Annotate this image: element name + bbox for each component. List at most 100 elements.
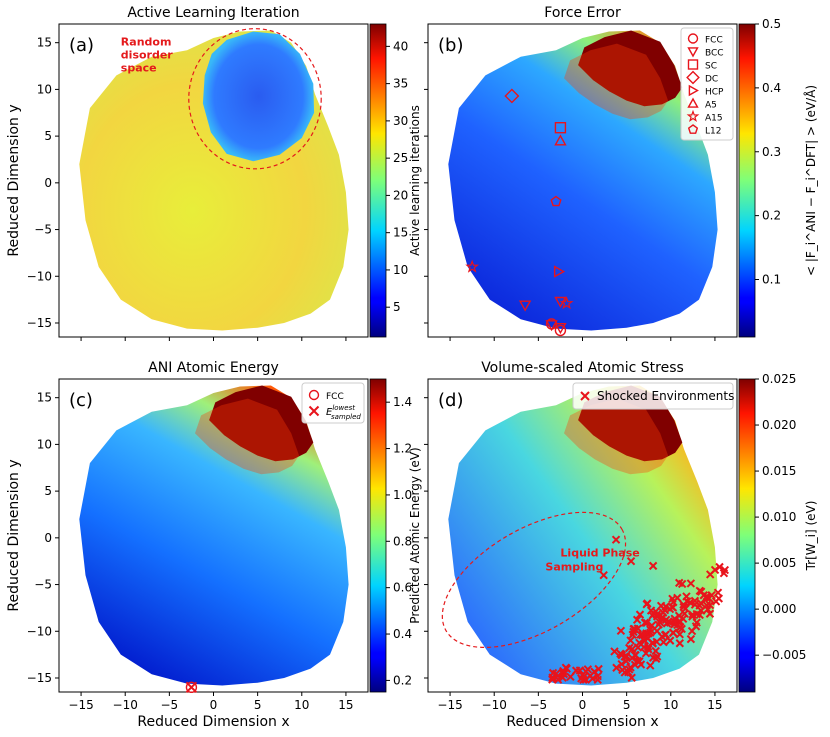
x-stroke xyxy=(553,671,563,681)
x-stroke xyxy=(669,628,678,638)
shocked-marker xyxy=(638,630,647,640)
x-stroke xyxy=(618,665,627,675)
x-stroke xyxy=(653,652,662,661)
shocked-marker xyxy=(660,630,670,640)
x-stroke xyxy=(642,600,651,609)
x-stroke xyxy=(580,391,590,401)
shocked-marker xyxy=(719,569,729,578)
x-stroke xyxy=(648,561,658,571)
x-stroke xyxy=(308,405,320,417)
y-tick-label: −10 xyxy=(27,269,52,283)
legend-label: A5 xyxy=(705,101,717,111)
colorbar-tick-label: 0.8 xyxy=(393,534,412,548)
legend: FCC BCC SC DC HCP A5 A15 L12 xyxy=(680,27,734,141)
y-axis-label: Reduced Dimension y xyxy=(6,459,22,611)
structure-marker xyxy=(185,681,198,694)
y-tick-label: −5 xyxy=(34,223,52,237)
shocked-marker xyxy=(705,609,715,618)
x-stroke xyxy=(658,608,668,617)
legend-marker xyxy=(687,59,699,70)
x-stroke xyxy=(647,621,657,630)
shocked-marker xyxy=(654,620,663,629)
legend-label: BCC xyxy=(705,49,724,59)
colorbar-tick-label: 40 xyxy=(393,39,408,53)
colorbar-tick-label: 0.2 xyxy=(393,673,412,687)
colorbar-tick-label: 0.5 xyxy=(762,17,781,31)
x-tick-label: −5 xyxy=(161,698,179,712)
x-stroke xyxy=(612,663,621,672)
colorbar-gradient xyxy=(369,378,387,693)
colorbar-gradient xyxy=(738,23,756,338)
shocked-marker xyxy=(610,647,619,656)
shocked-marker xyxy=(705,600,715,610)
x-stroke xyxy=(586,671,595,680)
x-tick-label: −10 xyxy=(482,698,507,712)
x-stroke xyxy=(675,639,684,648)
legend-marker xyxy=(686,109,700,122)
colorbar: 0.2 0.4 0.6 0.8 1.0 1.2 1.4 Predicted Atomic En… xyxy=(369,378,422,693)
colorbar-tick-label: 20 xyxy=(393,188,408,202)
high-value-region xyxy=(578,30,683,107)
x-stroke xyxy=(580,672,589,681)
shocked-marker xyxy=(679,602,688,612)
colorbar: 0.1 0.2 0.3 0.4 0.5 < |F_i^ANI − F_i^DFT| > (… xyxy=(738,17,818,338)
colorbar-tick-label: 0.4 xyxy=(762,81,781,95)
shocked-marker xyxy=(652,610,661,619)
colorbar-tick-label: 0.020 xyxy=(762,418,796,432)
shocked-marker xyxy=(690,600,700,609)
shocked-marker xyxy=(682,592,691,601)
annotation: Random xyxy=(121,35,172,48)
shocked-marker xyxy=(673,593,682,603)
x-stroke xyxy=(705,609,715,618)
shocked-marker xyxy=(633,643,643,652)
shocked-marker xyxy=(629,624,638,634)
shocked-marker xyxy=(713,588,723,597)
colorbar: 5 10 15 20 25 30 35 40 Active learning iteration… xyxy=(369,23,422,338)
x-stroke xyxy=(611,535,621,544)
legend-label: SC xyxy=(705,62,717,72)
x-stroke xyxy=(654,620,663,629)
shocked-marker xyxy=(548,668,558,678)
colorbar-tick-label: 1.2 xyxy=(393,442,412,456)
x-stroke xyxy=(659,637,668,647)
panel-title: Force Error xyxy=(544,5,621,21)
colorbar-tick-label: 0.3 xyxy=(762,145,781,159)
legend-marker xyxy=(687,33,699,44)
x-stroke xyxy=(676,622,685,632)
shocked-marker xyxy=(648,638,657,648)
structure-marker xyxy=(518,300,532,312)
x-stroke xyxy=(661,615,671,625)
shocked-marker xyxy=(553,671,563,681)
x-stroke xyxy=(677,579,687,589)
panel-a: Active Learning Iteration −15 −10 −5 0 5 10 15 R… xyxy=(6,5,422,341)
panel-b: Force Error(b) FCCBCCSCDCHCPA5A15L120.10.… xyxy=(424,5,818,341)
x-stroke xyxy=(651,607,660,616)
legend-label: Shocked Environments xyxy=(597,389,734,403)
shocked-marker xyxy=(599,571,608,580)
x-tick-label: −10 xyxy=(113,698,138,712)
x-stroke xyxy=(562,664,571,673)
x-stroke xyxy=(625,643,634,653)
legend-box xyxy=(680,27,734,141)
x-stroke xyxy=(675,578,684,588)
x-stroke xyxy=(628,630,637,640)
disorder-region xyxy=(202,31,315,162)
x-tick-label: −15 xyxy=(68,698,93,712)
colorbar-tick-label: 10 xyxy=(393,263,408,277)
legend-marker xyxy=(688,84,699,97)
x-stroke xyxy=(632,615,642,625)
x-stroke xyxy=(670,617,679,626)
y-tick-label: −5 xyxy=(34,578,52,592)
y-axis-label: Reduced Dimension y xyxy=(6,104,22,256)
colorbar-tick-label: 0.000 xyxy=(762,602,796,616)
shocked-marker xyxy=(653,652,662,661)
shocked-marker xyxy=(675,630,684,639)
shocked-marker xyxy=(686,579,696,588)
shocked-marker xyxy=(618,665,627,675)
structure-marker xyxy=(554,122,567,134)
colorbar-label: Predicted Atomic Energy (eV) xyxy=(408,447,422,623)
x-tick-label: 10 xyxy=(294,698,309,712)
x-stroke xyxy=(713,588,723,597)
legend-marker xyxy=(687,47,699,58)
